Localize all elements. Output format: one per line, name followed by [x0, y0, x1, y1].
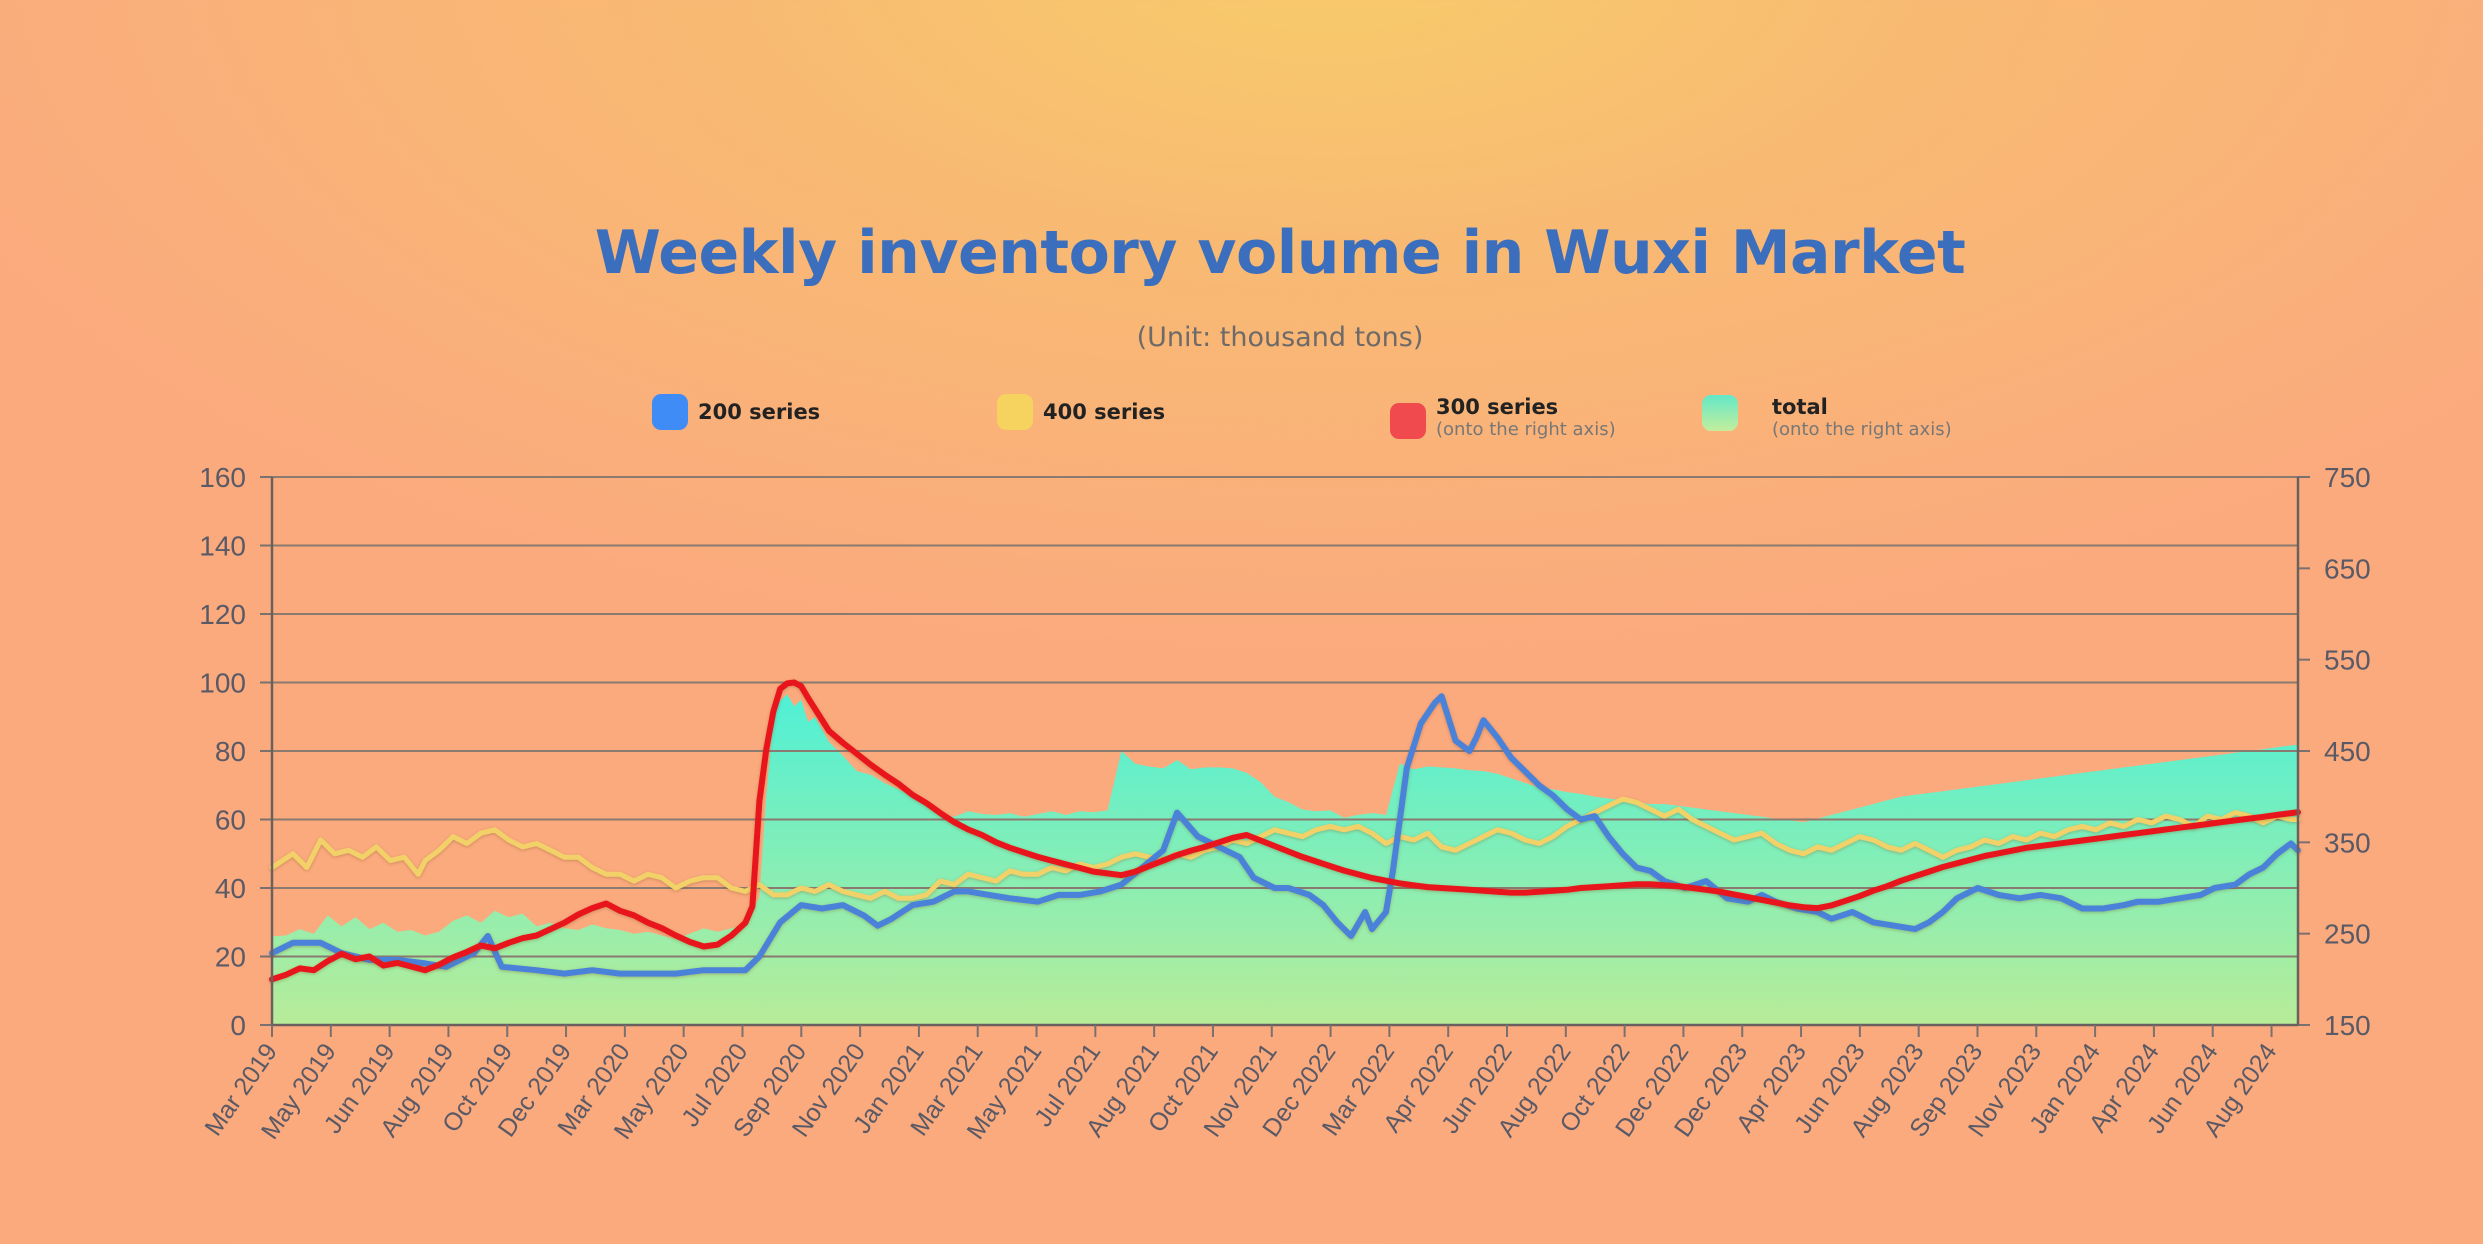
y2-tick-label: 350 — [2324, 827, 2371, 858]
legend-label-400-series: 400 series — [1043, 400, 1166, 424]
y-tick-label: 20 — [215, 942, 246, 973]
chart-subtitle: (Unit: thousand tons) — [1136, 322, 1424, 353]
y-tick-label: 80 — [215, 736, 246, 767]
y2-tick-label: 150 — [2324, 1010, 2371, 1041]
series-line-200-series — [269, 693, 2301, 977]
y2-tick-label: 650 — [2324, 553, 2371, 584]
series-line-400-series — [269, 796, 2301, 901]
y-tick-label: 100 — [199, 668, 246, 699]
chart-title: Weekly inventory volume in Wuxi Market — [594, 218, 1966, 288]
y-tick-label: 120 — [199, 599, 246, 630]
legend-swatch-200-series — [652, 394, 688, 430]
y2-tick-label: 750 — [2324, 462, 2371, 493]
y-tick-label: 60 — [215, 805, 246, 836]
y-tick-label: 160 — [199, 462, 246, 493]
y2-tick-label: 250 — [2324, 919, 2371, 950]
legend-label-300-series: 300 series — [1436, 395, 1559, 419]
legend-label-total: total — [1772, 395, 1828, 419]
legend-item-total[interactable]: total (onto the right axis) — [1702, 395, 1952, 441]
series-line-300-series — [269, 679, 2301, 983]
y2-tick-label: 450 — [2324, 736, 2371, 767]
y-tick-label: 40 — [215, 873, 246, 904]
legend-item-400-series[interactable]: 400 series — [997, 394, 1165, 430]
legend-swatch-total — [1702, 395, 1738, 431]
series-area-total — [272, 694, 2298, 1025]
legend-note-300-series: (onto the right axis) — [1436, 419, 1616, 440]
legend-item-200-series[interactable]: 200 series — [652, 394, 820, 430]
legend-swatch-400-series — [997, 394, 1033, 430]
legend-label-200-series: 200 series — [698, 400, 821, 424]
legend-note-total: (onto the right axis) — [1772, 419, 1952, 440]
y-tick-label: 0 — [230, 1010, 246, 1041]
legend-item-300-series[interactable]: 300 series (onto the right axis) — [1390, 395, 1616, 441]
y2-tick-label: 550 — [2324, 645, 2371, 676]
legend-swatch-300-series — [1390, 403, 1426, 439]
y-tick-label: 140 — [199, 531, 246, 562]
